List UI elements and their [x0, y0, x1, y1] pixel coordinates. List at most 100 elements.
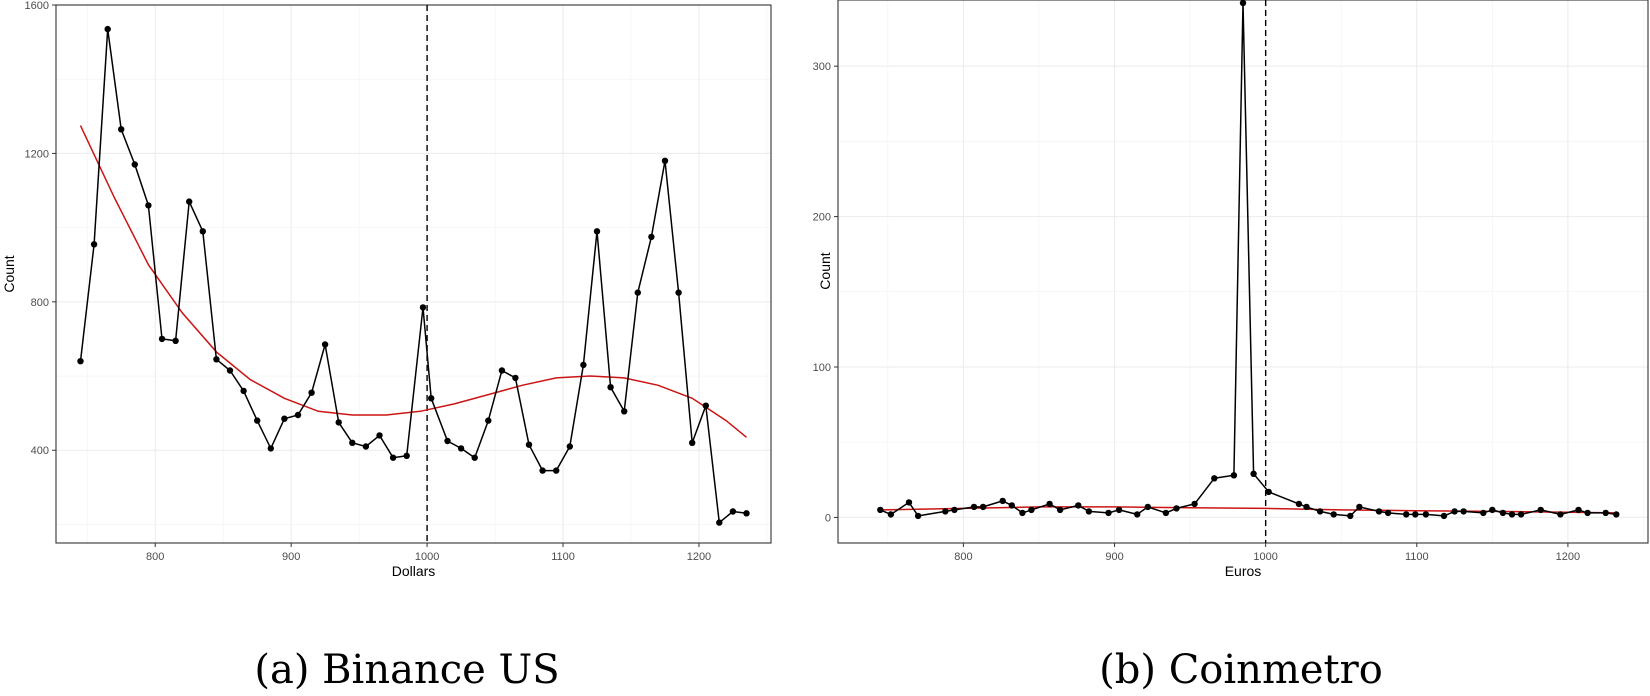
data-point [1105, 509, 1112, 517]
y-axis-title: Count [1, 255, 17, 292]
data-point [1602, 509, 1609, 517]
data-point [999, 497, 1006, 505]
data-point [1085, 508, 1093, 515]
data-point [1412, 511, 1419, 518]
data-point [403, 452, 410, 459]
data-point [362, 443, 370, 450]
series-line [880, 2, 1617, 517]
data-point [877, 506, 884, 514]
data-point [254, 417, 261, 424]
data-point [1075, 502, 1082, 509]
data-point [553, 467, 560, 474]
data-point [689, 439, 696, 446]
data-point [1162, 509, 1170, 517]
x-tick-label: 1200 [687, 551, 711, 563]
data-point [1303, 503, 1310, 511]
data-point [1557, 511, 1564, 518]
data-point [457, 445, 465, 452]
data-point [905, 499, 913, 506]
x-tick-label: 800 [146, 551, 164, 563]
data-point [471, 454, 478, 461]
data-point [335, 419, 342, 426]
y-tick-label: 400 [31, 445, 49, 457]
data-point [376, 432, 383, 439]
data-point [743, 510, 750, 517]
y-tick-label: 1600 [25, 0, 49, 12]
panel-binance-us: 800 900 1000 1100 1200 400 800 1200 1600 Dollars C… [1, 0, 772, 579]
data-point [566, 443, 573, 450]
data-point [281, 415, 288, 422]
data-point [1056, 506, 1064, 514]
data-point [118, 126, 125, 133]
data-point [77, 358, 84, 365]
data-point [485, 417, 492, 424]
x-tick-label: 1000 [415, 551, 439, 563]
data-point [213, 356, 220, 363]
data-point [1508, 511, 1516, 518]
data-point [1115, 506, 1123, 514]
data-point [1316, 508, 1324, 515]
data-point [321, 341, 329, 348]
data-point [1451, 508, 1458, 515]
data-point [1265, 488, 1272, 496]
data-point [970, 503, 978, 511]
data-point [1384, 509, 1392, 517]
data-point [1239, 0, 1247, 7]
data-point [226, 367, 234, 374]
data-point [428, 395, 435, 402]
data-point [729, 508, 737, 515]
data-point [444, 437, 451, 445]
x-tick-label: 900 [282, 551, 300, 563]
data-point [525, 441, 533, 448]
data-point [1584, 509, 1591, 517]
data-point [634, 289, 641, 296]
data-point [1575, 506, 1582, 514]
series-line [79, 28, 747, 524]
y-tick-label: 200 [813, 212, 831, 224]
y-axis-title: Count [817, 252, 833, 289]
data-point [648, 233, 655, 241]
data-point [1008, 502, 1015, 509]
data-point [1019, 509, 1026, 517]
data-point [1613, 511, 1620, 518]
caption-binance-us: (a) Binance US [254, 647, 559, 693]
data-point [1330, 511, 1337, 518]
data-point [1144, 503, 1152, 511]
x-tick-label: 1200 [1556, 551, 1580, 563]
data-point [942, 508, 949, 515]
data-point [1375, 508, 1383, 515]
data-point [580, 361, 587, 369]
data-point [1134, 511, 1141, 518]
data-point [1046, 500, 1053, 508]
data-point [1422, 511, 1430, 518]
data-point [419, 304, 427, 311]
data-point [294, 411, 302, 419]
data-point [1440, 512, 1448, 520]
data-point [158, 335, 166, 343]
x-tick-label: 800 [954, 551, 972, 563]
data-point [951, 506, 958, 514]
data-point [1480, 509, 1487, 517]
data-point [661, 157, 669, 164]
data-point [1460, 508, 1467, 515]
data-point [979, 503, 987, 511]
data-point [675, 289, 682, 296]
data-point [131, 161, 138, 168]
data-point [1356, 503, 1363, 511]
x-axis-title: Dollars [392, 563, 436, 579]
data-point [172, 337, 179, 344]
y-tick-label: 800 [31, 297, 49, 309]
x-tick-label: 1100 [551, 551, 575, 563]
data-point [914, 512, 922, 520]
data-point [512, 374, 519, 382]
y-tick-label: 100 [813, 362, 831, 374]
data-point [1537, 506, 1544, 514]
grid [56, 4, 771, 543]
x-tick-label: 1100 [1405, 551, 1429, 563]
panel-border [55, 4, 772, 544]
data-point [1250, 470, 1257, 477]
data-point [887, 511, 895, 518]
data-point [145, 202, 152, 209]
data-point [267, 445, 274, 452]
